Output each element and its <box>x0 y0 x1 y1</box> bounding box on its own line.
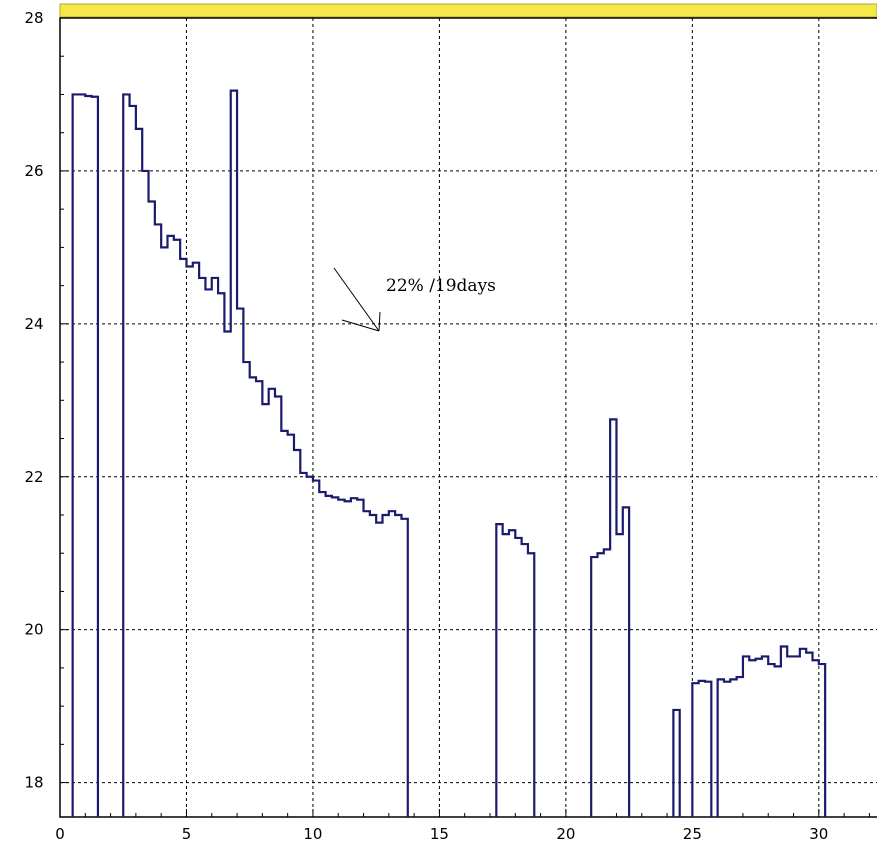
y-tick-label: 22 <box>24 468 43 486</box>
x-tick-label: 0 <box>55 825 65 843</box>
x-tick-label: 25 <box>683 825 702 843</box>
x-tick-label: 30 <box>809 825 828 843</box>
x-tick-label: 5 <box>182 825 192 843</box>
y-tick-label: 26 <box>24 162 43 180</box>
y-tick-label: 20 <box>24 621 43 639</box>
annotation-arrow <box>333 267 381 332</box>
series-step-segment <box>672 708 681 817</box>
title-bar <box>59 3 877 18</box>
series-step-segment <box>590 418 631 817</box>
x-tick-label: 20 <box>556 825 575 843</box>
plot-frame <box>59 17 877 818</box>
y-tick-label: 18 <box>24 774 43 792</box>
series-step-segment <box>71 93 100 817</box>
series-step-segment <box>691 679 713 817</box>
series-step-segment <box>122 89 409 817</box>
x-tick-label: 10 <box>303 825 322 843</box>
series-step-segment <box>495 523 536 817</box>
series-step-segment <box>716 645 827 817</box>
annotation-text: 22% /19days <box>386 276 496 296</box>
y-tick-label: 28 <box>24 9 43 27</box>
y-tick-label: 24 <box>24 315 43 333</box>
x-tick-label: 15 <box>430 825 449 843</box>
